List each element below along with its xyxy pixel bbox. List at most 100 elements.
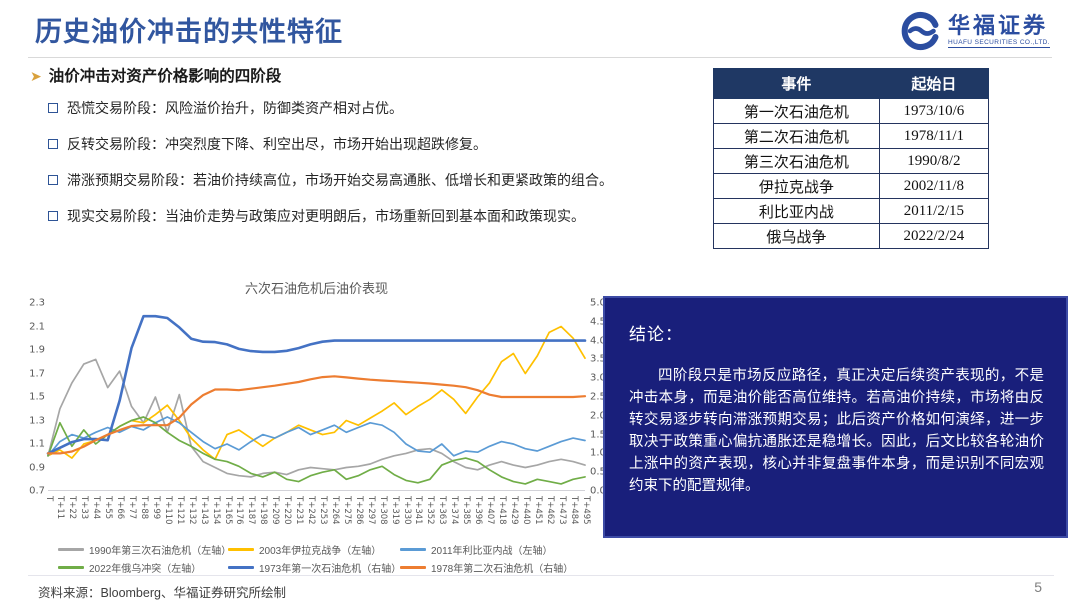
left-axis-tick: 0.9 [29, 462, 45, 473]
right-axis-tick: 2.50 [590, 391, 613, 403]
bullet-item: 反转交易阶段：冲突烈度下降、利空出尽，市场开始出现超跌修复。 [48, 134, 487, 154]
x-axis-tick: T+121 [174, 496, 185, 525]
bullet-text: 恐慌交易阶段：风险溢价抬升，防御类资产相对占优。 [67, 100, 403, 116]
x-axis-tick: T+451 [532, 496, 543, 525]
x-axis-tick: T+44 [91, 496, 102, 520]
x-axis-tick: T+308 [377, 496, 388, 525]
table-row: 第三次石油危机 1990/8/2 [713, 148, 990, 174]
chart-series-line-5 [46, 375, 587, 455]
x-axis-tick: T+440 [520, 496, 531, 525]
x-axis-tick: T+264 [329, 496, 340, 525]
chart-plot-area [46, 314, 587, 491]
chart-series-line-4 [46, 314, 587, 455]
table-cell-event: 第二次石油危机 [713, 123, 880, 149]
right-axis-tick: 3.50 [590, 353, 613, 365]
right-axis-tick: 4.00 [590, 335, 613, 347]
x-axis-tick: T+11 [55, 496, 66, 520]
left-axis-tick: 1.9 [29, 344, 45, 356]
bullet-text: 反转交易阶段：冲突烈度下降、利空出尽，市场开始出现超跌修复。 [67, 136, 487, 152]
bullet-item: 恐慌交易阶段：风险溢价抬升，防御类资产相对占优。 [48, 98, 403, 118]
x-axis-tick: T+286 [353, 496, 364, 525]
footer-divider [28, 575, 1054, 576]
right-axis-tick: 1.50 [590, 429, 613, 441]
left-axis-tick: 2.1 [29, 321, 45, 332]
x-axis-tick: T+352 [425, 496, 436, 525]
x-axis-tick: T+396 [473, 496, 484, 525]
left-axis-tick: 1.3 [29, 415, 45, 426]
x-axis-tick: T+99 [150, 496, 161, 520]
x-axis-tick: T+220 [282, 496, 293, 525]
huafu-logo-icon [901, 12, 939, 50]
conclusion-title: 结论： [629, 325, 683, 344]
page-number: 5 [1034, 579, 1042, 595]
table-cell-date: 2002/11/8 [878, 173, 990, 199]
left-axis-tick: 1.7 [29, 368, 45, 379]
bullet-item: 滞涨预期交易阶段：若油价持续高位，市场开始交易高通胀、低增长和更紧政策的组合。 [48, 170, 613, 190]
right-axis-tick: 0.50 [590, 466, 613, 478]
table-row: 第二次石油危机 1978/11/1 [713, 123, 990, 149]
left-axis-tick: 1.5 [29, 391, 45, 403]
table-cell-event: 利比亚内战 [713, 198, 880, 224]
x-axis-tick: T+88 [138, 496, 149, 520]
x-axis-tick: T+187 [246, 496, 257, 525]
x-axis-tick: T+33 [79, 496, 90, 520]
section-heading-text: 油价冲击对资产价格影响的四阶段 [48, 68, 282, 85]
x-axis-tick: T+132 [186, 496, 197, 525]
logo-text: 华福证券 HUAFU SECURITIES CO.,LTD. [948, 12, 1050, 49]
x-axis-tick: T+176 [234, 496, 245, 525]
x-axis-tick: T+66 [115, 496, 126, 520]
table-cell-date: 1990/8/2 [878, 148, 990, 174]
bullet-text: 现实交易阶段：当油价走势与政策应对更明朗后，市场重新回到基本面和政策现实。 [67, 208, 585, 224]
x-axis-tick: T+319 [389, 496, 400, 525]
table-row: 利比亚内战 2011/2/15 [713, 198, 990, 224]
x-axis-tick: T+341 [413, 496, 424, 525]
arrow-bullet-icon: ➤ [30, 68, 42, 84]
conclusion-body: 四阶段只是市场反应路径，真正决定后续资产表现的，不是冲击本身，而是油价能否高位维… [629, 368, 1044, 495]
section-heading: ➤ 油价冲击对资产价格影响的四阶段 [30, 64, 281, 86]
x-axis-tick: T+418 [496, 496, 507, 525]
x-axis-tick: T+242 [306, 496, 317, 525]
table-cell-date: 2022/2/24 [878, 223, 990, 249]
x-axis-tick: T+77 [127, 496, 138, 520]
page-title: 历史油价冲击的共性特征 [35, 17, 343, 47]
x-axis-tick: T+253 [317, 496, 328, 525]
logo: 华福证券 HUAFU SECURITIES CO.,LTD. [899, 10, 1050, 52]
square-bullet-icon [48, 175, 58, 185]
right-axis-tick: 1.00 [590, 447, 613, 459]
left-axis-tick: 1.1 [29, 438, 45, 450]
table-row: 第一次石油危机 1973/10/6 [713, 98, 990, 124]
table-cell-event: 第三次石油危机 [713, 148, 880, 174]
x-axis-tick: T+165 [222, 496, 233, 525]
events-table-header-date: 起始日 [878, 68, 990, 99]
square-bullet-icon [48, 211, 58, 221]
x-axis-tick: T+55 [103, 496, 114, 520]
x-axis-tick: T+385 [461, 496, 472, 525]
logo-company-subtitle: HUAFU SECURITIES CO.,LTD. [948, 39, 1050, 49]
left-axis: 2.3 2.1 1.9 1.7 1.5 1.3 1.1 0.9 0.7 [25, 272, 617, 584]
left-axis-tick: 0.7 [29, 485, 45, 497]
square-bullet-icon [48, 103, 58, 113]
right-axis-tick: 4.50 [590, 316, 613, 328]
x-axis-tick: T+484 [568, 496, 579, 525]
conclusion-box: 结论： 四阶段只是市场反应路径，真正决定后续资产表现的，不是冲击本身，而是油价能… [603, 296, 1068, 538]
left-axis-tick: 2.3 [29, 297, 45, 309]
x-axis-tick: T+275 [341, 496, 352, 525]
events-table: 事件 起始日 第一次石油危机 1973/10/6 第二次石油危机 1978/11/1… [713, 68, 990, 249]
source-note: 资料来源：Bloomberg、华福证券研究所绘制 [38, 586, 286, 600]
x-axis-tick: T+22 [67, 496, 78, 520]
chart-series-line-0 [47, 358, 586, 478]
right-axis-tick: 0.00 [590, 485, 613, 497]
x-axis-tick: T+297 [365, 496, 376, 525]
table-row: 伊拉克战争 2002/11/8 [713, 173, 990, 199]
oil-price-chart: 六次石油危机后油价表现 2.3 2.1 1.9 1.7 1.5 1.3 1.1 0.9 0.7 … [25, 272, 617, 584]
title-divider [28, 57, 1052, 58]
right-axis-tick: 5.00 [590, 297, 613, 309]
logo-company-name: 华福证券 [948, 12, 1049, 38]
x-axis-tick: T+473 [556, 496, 567, 525]
table-cell-event: 第一次石油危机 [713, 98, 880, 124]
bullet-text: 滞涨预期交易阶段：若油价持续高位，市场开始交易高通胀、低增长和更紧政策的组合。 [67, 172, 613, 188]
chart-series-line-3 [47, 416, 586, 485]
square-bullet-icon [48, 139, 58, 149]
x-axis-tick: T+462 [544, 496, 555, 525]
